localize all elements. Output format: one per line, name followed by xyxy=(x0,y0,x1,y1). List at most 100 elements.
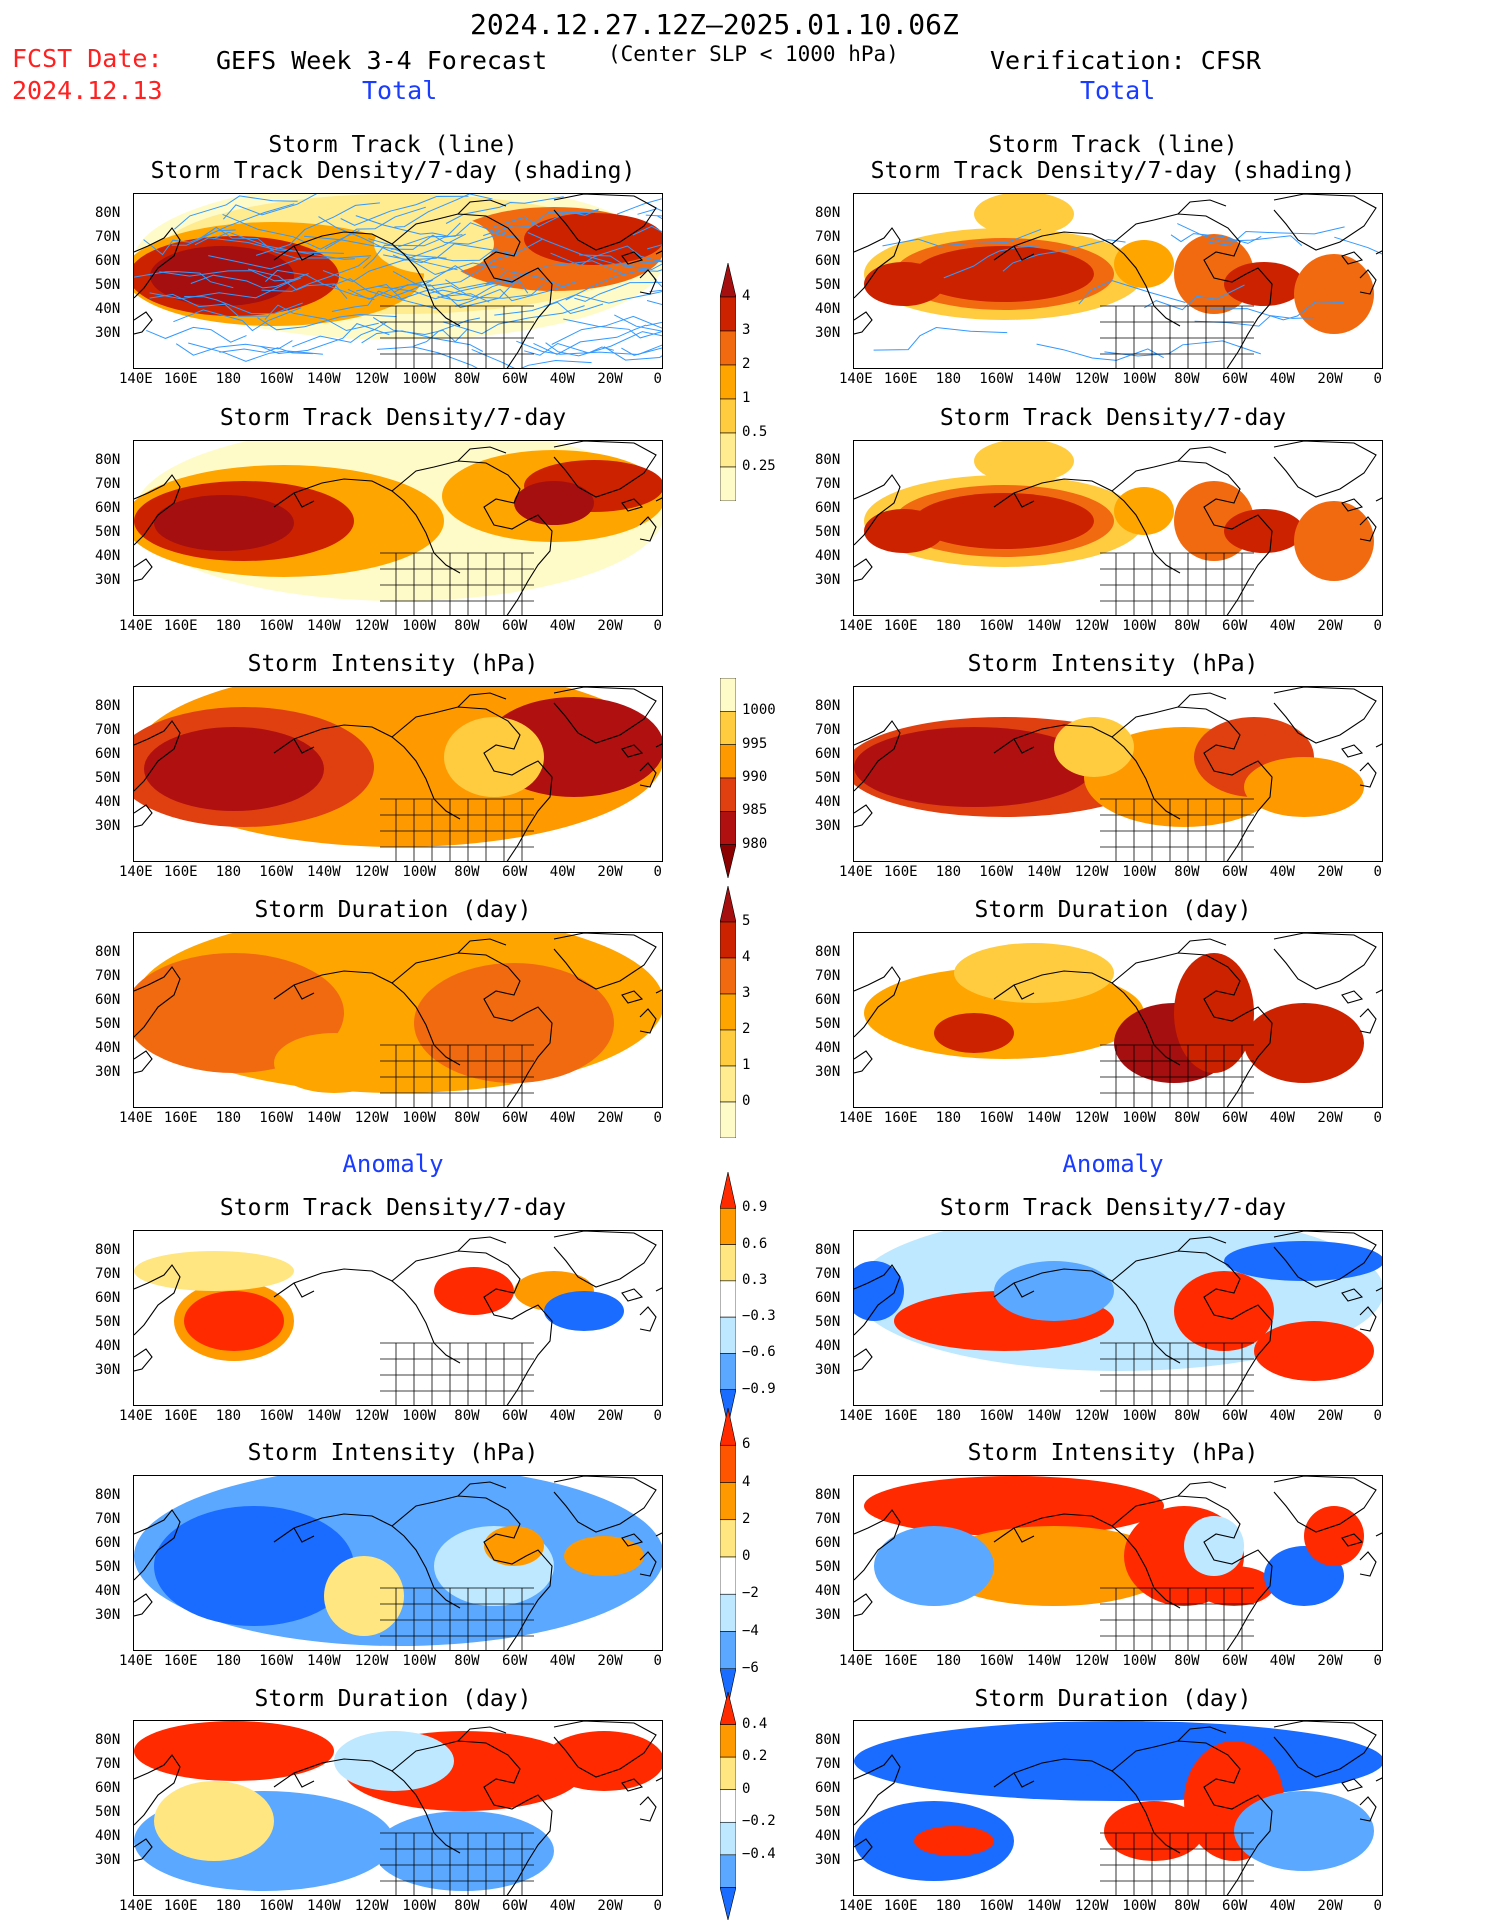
colorbar-tick: −6 xyxy=(742,1659,759,1676)
lat-label: 40N xyxy=(815,548,841,564)
storm-track-line xyxy=(261,256,370,292)
lat-label: 70N xyxy=(815,1511,841,1527)
lon-label: 180 xyxy=(215,1110,242,1126)
lon-label: 140W xyxy=(1027,1110,1061,1126)
shading-blob xyxy=(1114,240,1174,288)
colorbar-swatch xyxy=(719,1691,737,1725)
shading-blob xyxy=(1054,717,1134,777)
lon-label: 20W xyxy=(597,1898,623,1914)
colorbar-swatch xyxy=(719,1887,737,1921)
map-svg xyxy=(134,687,662,861)
lon-label: 180 xyxy=(935,864,962,880)
lat-label: 80N xyxy=(95,452,121,468)
storm-track-line xyxy=(621,347,662,356)
lon-label: 60W xyxy=(1222,1898,1248,1914)
colorbar-swatch xyxy=(719,262,737,298)
lat-label: 30N xyxy=(95,325,121,341)
colorbar-swatch xyxy=(719,1519,737,1558)
lon-label: 160E xyxy=(163,1898,198,1914)
colorbar-tick: 4 xyxy=(742,288,751,304)
lon-label: 80W xyxy=(454,1898,480,1914)
lon-label: 20W xyxy=(597,864,623,880)
lon-label: 140W xyxy=(307,1898,341,1914)
fcst-date-value: 2024.12.13 xyxy=(12,76,163,105)
lon-label: 60W xyxy=(502,1898,528,1914)
lon-label: 160W xyxy=(979,1653,1014,1669)
lat-label: 50N xyxy=(815,770,841,786)
colorbar-swatch xyxy=(719,711,737,745)
shading-blob xyxy=(150,246,294,306)
shading-blob xyxy=(934,1013,1014,1053)
storm-track-line xyxy=(171,203,295,246)
lat-label: 70N xyxy=(815,229,841,245)
lon-label: 60W xyxy=(502,864,528,880)
storm-track-line xyxy=(574,281,662,302)
lon-label: 160W xyxy=(259,1653,294,1669)
lon-label: 80W xyxy=(454,1653,480,1669)
storm-track-line xyxy=(392,243,519,261)
storm-track-line xyxy=(213,231,355,260)
storm-track-line xyxy=(318,216,458,271)
lat-label: 30N xyxy=(95,1607,121,1623)
storm-track-line xyxy=(428,283,545,299)
lat-label: 80N xyxy=(95,1732,121,1748)
lat-label: 50N xyxy=(95,277,121,293)
lat-label: 30N xyxy=(815,572,841,588)
lat-label: 30N xyxy=(815,1607,841,1623)
lon-label: 60W xyxy=(1222,1110,1248,1126)
shading-blob xyxy=(914,1826,994,1856)
forecast-title: GEFS Week 3-4 Forecast xyxy=(216,46,548,75)
storm-track-line xyxy=(194,237,344,254)
storm-track-line xyxy=(494,301,604,316)
lat-label: 70N xyxy=(815,476,841,492)
verification-label: Verification: CFSR xyxy=(990,46,1261,75)
coastline xyxy=(854,1231,1382,1405)
lat-label: 70N xyxy=(815,968,841,984)
lat-label: 40N xyxy=(815,1338,841,1354)
lon-label: 140W xyxy=(1027,1408,1061,1424)
lon-label: 40W xyxy=(549,371,575,387)
storm-track-line xyxy=(533,324,647,355)
lon-label: 140E xyxy=(119,1110,153,1126)
lon-label: 100W xyxy=(402,1653,437,1669)
lon-label: 160E xyxy=(883,1898,918,1914)
map-svg xyxy=(854,1721,1382,1895)
lon-label: 40W xyxy=(1269,1110,1295,1126)
storm-track-line xyxy=(292,321,387,348)
lat-label: 30N xyxy=(95,1362,121,1378)
lon-label: 40W xyxy=(1269,371,1295,387)
shading-blob xyxy=(184,1291,284,1351)
lon-label: 100W xyxy=(402,618,437,634)
storm-track-line xyxy=(264,304,379,332)
storm-track-line xyxy=(1170,233,1262,244)
storm-track-line xyxy=(394,194,493,228)
shading-blob xyxy=(914,246,1094,302)
lat-label: 60N xyxy=(815,746,841,762)
colorbar-tick: 3 xyxy=(742,985,751,1001)
lon-label: 160E xyxy=(163,618,198,634)
shading-blob xyxy=(444,717,544,797)
lat-label: 40N xyxy=(95,794,121,810)
lon-label: 180 xyxy=(215,1408,242,1424)
storm-track-line xyxy=(324,206,426,250)
map-svg xyxy=(134,933,662,1107)
shading-blob xyxy=(854,1261,904,1321)
map-svg xyxy=(854,933,1382,1107)
storm-track-line xyxy=(223,194,318,220)
lon-label: 60W xyxy=(502,1408,528,1424)
storm-track-line xyxy=(188,342,323,362)
colorbar-swatch xyxy=(719,1029,737,1067)
storm-track-line xyxy=(455,280,579,307)
colorbar-swatch xyxy=(719,885,737,923)
colorbar-tick: 3 xyxy=(742,322,751,338)
lon-label: 180 xyxy=(935,1898,962,1914)
lat-label: 70N xyxy=(95,1756,121,1772)
colorbar-tick: 6 xyxy=(742,1436,751,1453)
lat-label: 40N xyxy=(815,794,841,810)
lon-label: 160E xyxy=(163,371,198,387)
storm-track-line xyxy=(445,270,568,290)
shading-blob xyxy=(1294,501,1374,581)
lon-label: 120W xyxy=(1074,371,1109,387)
coastline xyxy=(134,933,662,1107)
lon-label: 160W xyxy=(979,1110,1014,1126)
